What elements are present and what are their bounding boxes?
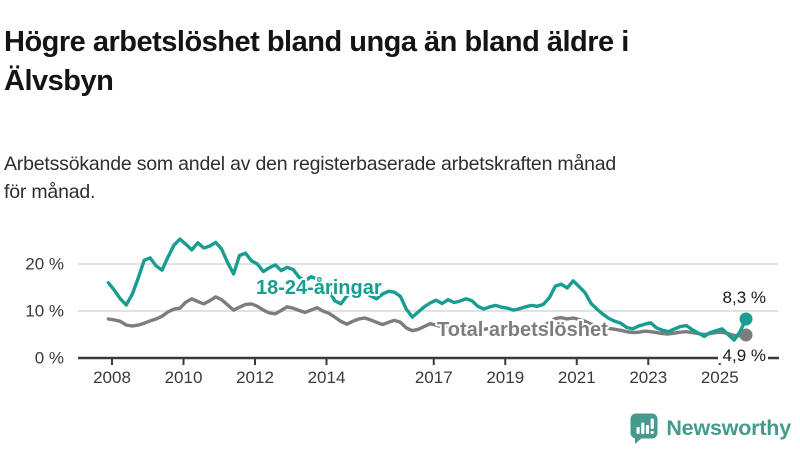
- newsworthy-bar-chart-speech-bubble-icon: [630, 413, 658, 444]
- x-axis-tick-label: 2021: [558, 368, 596, 387]
- end-value-total: 4,9 %: [723, 346, 766, 365]
- chart-subtitle: Arbetssökande som andel av den registerb…: [4, 152, 617, 203]
- end-value-youth: 8,3 %: [723, 288, 766, 307]
- newsworthy-logo: Newsworthy: [629, 412, 791, 445]
- x-axis: 2008 2010 2012 2014 2017 2019 2021 2023 2025: [78, 356, 779, 387]
- x-axis-tick-label: 2025: [701, 368, 739, 387]
- chart-gridlines: 0 % 10 % 20 %: [25, 255, 778, 368]
- x-axis-tick-label: 2019: [486, 368, 524, 387]
- y-axis-tick-label: 0 %: [35, 349, 64, 368]
- chart-series: [106, 237, 753, 342]
- newsworthy-logo-text: Newsworthy: [666, 416, 791, 440]
- end-value-total-backdrop: [718, 347, 768, 363]
- chart-title: Högre arbetslöshet bland unga än bland ä…: [4, 26, 629, 97]
- series-line: [106, 237, 748, 342]
- x-axis-tick-label: 2014: [308, 368, 346, 387]
- series-line: [106, 295, 748, 338]
- series-label-youth: 18-24-åringar: [256, 276, 382, 299]
- x-axis-tick-label: 2017: [415, 368, 453, 387]
- x-axis-tick-label: 2010: [165, 368, 203, 387]
- series-end-dot: [739, 312, 753, 326]
- x-axis-tick-label: 2012: [236, 368, 274, 387]
- y-axis-tick-label: 20 %: [25, 255, 64, 274]
- x-axis-tick-label: 2023: [629, 368, 667, 387]
- x-axis-tick-label: 2008: [93, 368, 131, 387]
- line-chart: 0 % 10 % 20 % 2008 2010 2012 2014 2017 2019 2021…: [25, 237, 779, 387]
- y-axis-tick-label: 10 %: [25, 302, 64, 321]
- series-label-total: Total arbetslöshet: [437, 319, 608, 341]
- series-end-dot: [739, 328, 753, 342]
